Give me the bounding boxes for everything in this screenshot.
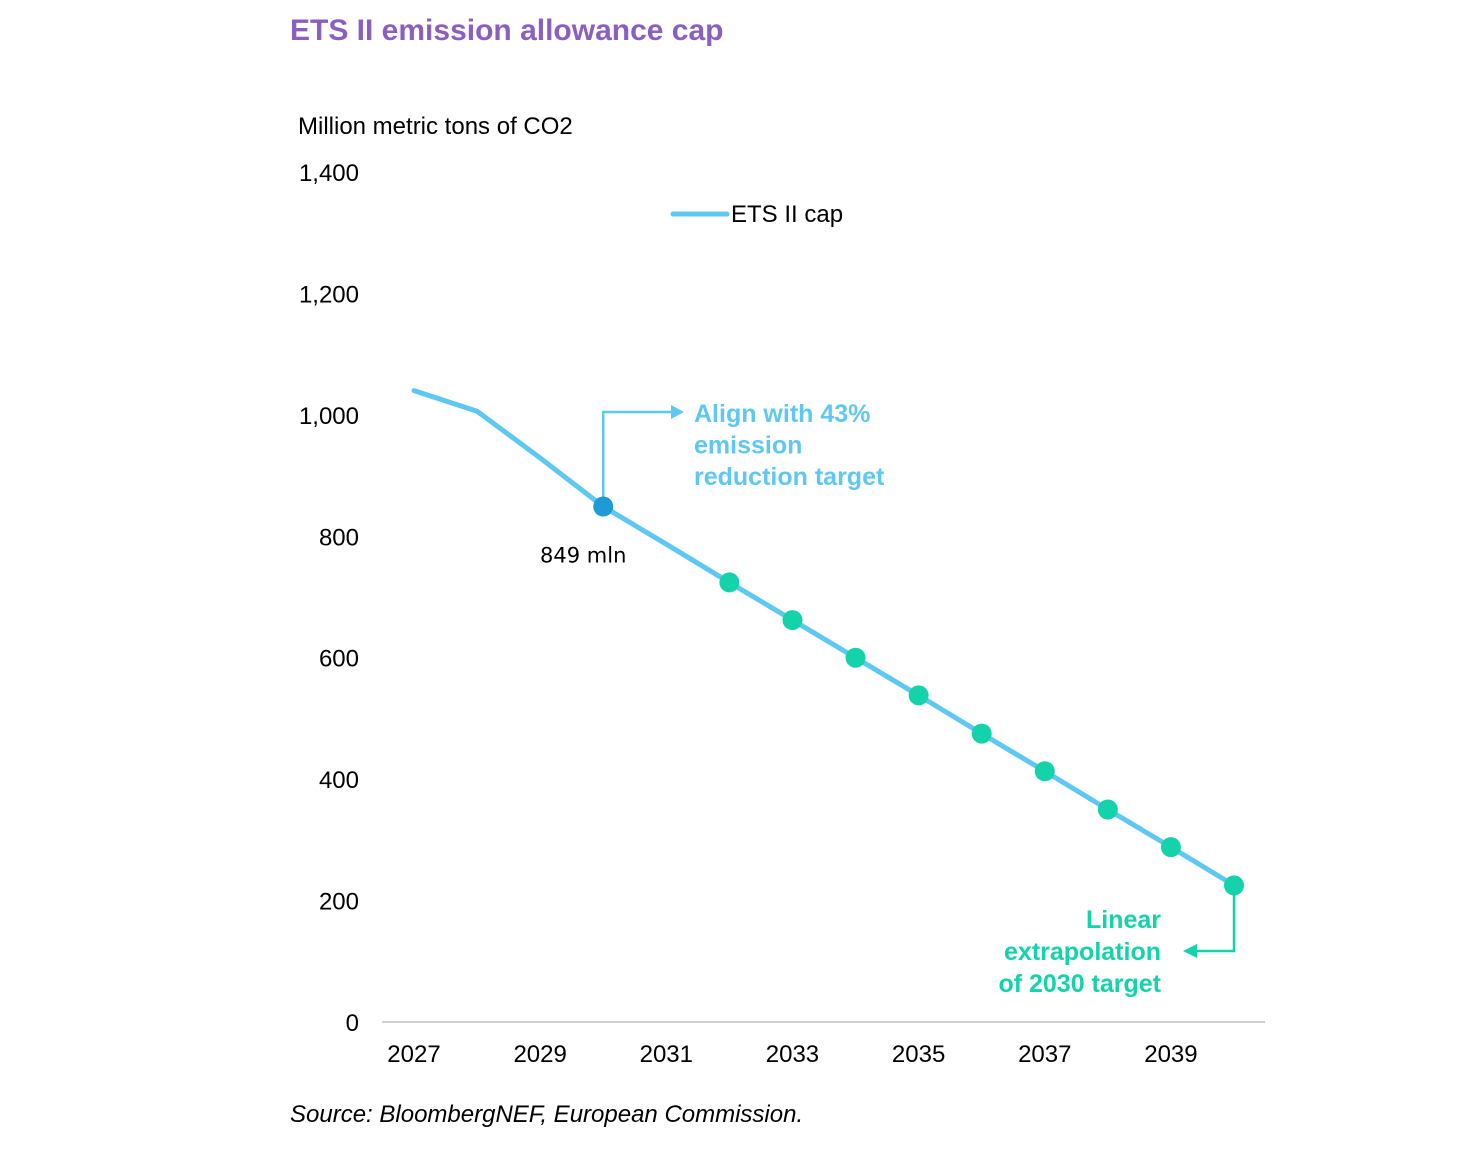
y-tick-label: 200	[319, 889, 359, 916]
callout-connector	[601, 410, 672, 507]
y-tick-label: 1,000	[299, 403, 359, 430]
extrapolated-point-marker	[845, 647, 866, 668]
annotations: Align with 43% emission reduction target Li…	[601, 400, 1236, 998]
y-tick-label: 600	[319, 646, 359, 673]
data-labels: 849 mln	[540, 544, 626, 568]
callout-arrowhead	[1183, 944, 1197, 958]
data-label-2030: 849 mln	[540, 544, 626, 568]
x-tick-label: 2029	[513, 1041, 566, 1068]
annotation-text-line: of 2030 target	[998, 970, 1161, 998]
source-note: Source: BloombergNEF, European Commissio…	[290, 1101, 804, 1128]
series-line	[411, 388, 1237, 888]
x-tick-label: 2037	[1018, 1041, 1071, 1068]
extrapolated-point-marker	[1224, 875, 1244, 896]
markers-layer	[593, 496, 1244, 896]
x-tick-label: 2035	[892, 1041, 945, 1068]
y-tick-label: 1,400	[299, 160, 359, 187]
extrapolated-point-marker	[1097, 799, 1118, 820]
annotation-text-line: extrapolation	[1004, 938, 1161, 966]
extrapolated-point-marker	[719, 572, 740, 593]
y-tick-label: 800	[319, 524, 359, 551]
highlight-point-marker	[593, 496, 614, 517]
annotation-text-line: reduction target	[694, 463, 885, 491]
y-tick-label: 1,200	[299, 281, 359, 308]
y-axis-ticks: 0 200 400 600 800 1,000 1,200 1,400	[299, 160, 359, 1037]
y-tick-label: 400	[319, 767, 359, 794]
annotation-text-line: emission	[694, 432, 802, 460]
annotation-text-line: Linear	[1086, 906, 1161, 934]
extrapolated-point-marker	[971, 723, 992, 744]
y-axis-unit-label: Million metric tons of CO2	[298, 113, 573, 140]
callout-arrowhead	[671, 405, 684, 419]
series-layer	[411, 388, 1237, 888]
x-axis-ticks: 2027 2029 2031 2033 2035 2037 2039	[387, 1041, 1197, 1068]
x-tick-label: 2039	[1144, 1041, 1197, 1068]
callout-connector	[1196, 885, 1236, 953]
extrapolated-point-marker	[1034, 761, 1055, 782]
extrapolated-point-marker	[908, 685, 929, 706]
legend: ETS II cap	[670, 201, 843, 228]
extrapolated-point-marker	[782, 610, 803, 631]
x-tick-label: 2027	[387, 1041, 440, 1068]
y-tick-label: 0	[346, 1010, 359, 1037]
extrapolated-point-marker	[1160, 837, 1181, 858]
legend-label: ETS II cap	[731, 201, 843, 228]
annotation-text-line: Align with 43%	[694, 400, 870, 428]
x-tick-label: 2033	[766, 1041, 819, 1068]
chart-title: ETS II emission allowance cap	[290, 14, 724, 47]
x-tick-label: 2031	[640, 1041, 693, 1068]
